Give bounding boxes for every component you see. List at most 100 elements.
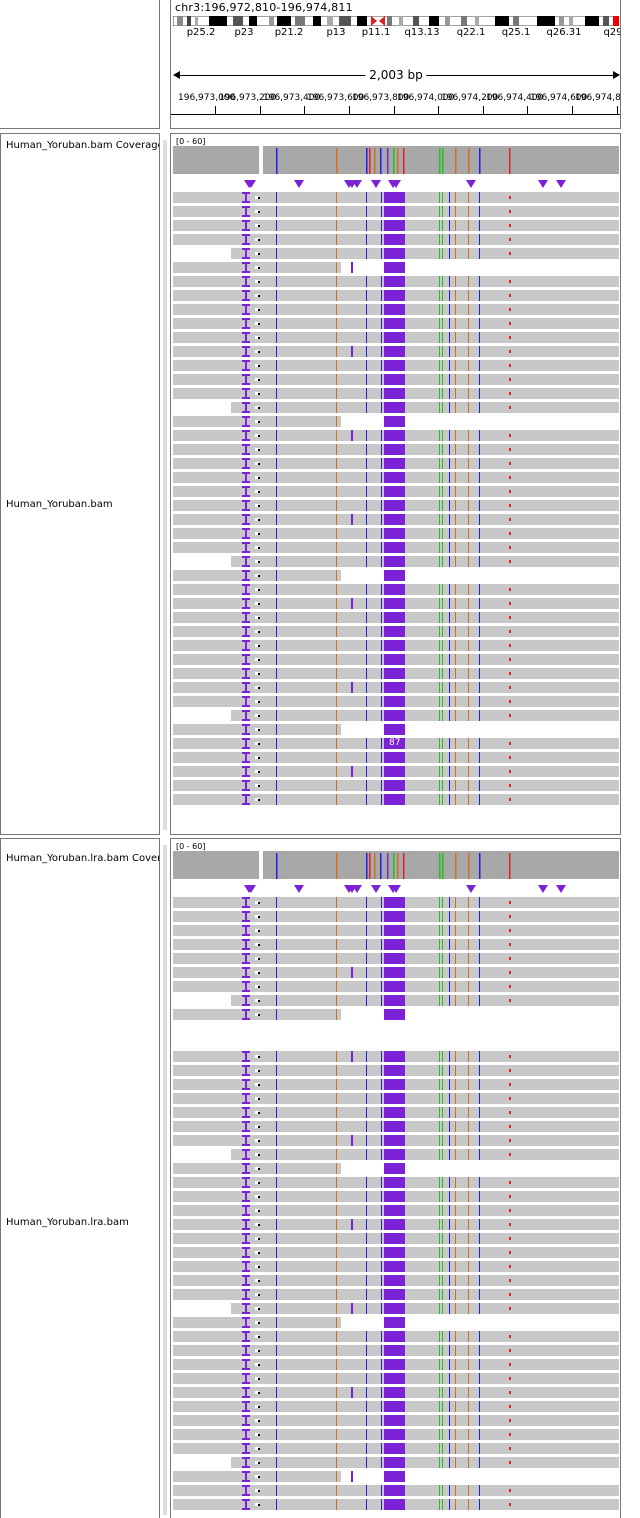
mismatch — [509, 1335, 511, 1338]
read — [231, 1303, 619, 1314]
scrollbar[interactable] — [163, 140, 167, 830]
alignment-panel-1[interactable]: [0 - 60] 87 — [170, 133, 621, 835]
alignment-track-name[interactable]: Human_Yoruban.bam — [6, 499, 113, 510]
deletion — [255, 1209, 259, 1212]
ruler-tick-label: 196,973,200 — [219, 93, 277, 103]
mismatch — [449, 654, 450, 665]
mismatch — [509, 1111, 511, 1114]
insertion-ibeam — [242, 724, 250, 726]
insertion-ibeam — [242, 542, 250, 544]
insertion-ibeam — [242, 1065, 250, 1067]
mismatch — [442, 710, 443, 721]
mismatch — [455, 486, 456, 497]
coverage-variant — [393, 148, 395, 174]
insertion-block — [384, 1191, 405, 1202]
insertion-block — [384, 1247, 405, 1258]
insertion-ibeam — [245, 1009, 247, 1020]
mismatch — [276, 1135, 277, 1146]
mismatch — [439, 500, 440, 511]
mismatch — [276, 939, 277, 950]
mismatch — [449, 626, 450, 637]
insertion-marker — [556, 885, 566, 893]
mismatch — [509, 252, 511, 255]
mismatch — [509, 644, 511, 647]
deletion — [255, 658, 259, 661]
mismatch — [336, 402, 337, 413]
mismatch — [449, 584, 450, 595]
mismatch — [276, 458, 277, 469]
cytoband-label: p13 — [326, 27, 346, 38]
alignment-canvas-2[interactable] — [171, 839, 620, 1518]
insertion-block — [384, 234, 405, 245]
deletion-dot — [258, 253, 260, 255]
insertion-ibeam — [242, 1438, 250, 1440]
mismatch — [479, 1093, 480, 1104]
coverage-track-name[interactable]: Human_Yoruban.bam Coverage — [6, 140, 160, 151]
mismatch — [479, 1443, 480, 1454]
mismatch — [276, 1177, 277, 1188]
insertion-marker — [466, 885, 476, 893]
mismatch — [455, 1373, 456, 1384]
mismatch — [276, 360, 277, 371]
mismatch — [449, 1275, 450, 1286]
insertion-ibeam — [351, 967, 353, 978]
insertion-ibeam — [242, 1303, 250, 1305]
mismatch — [442, 584, 443, 595]
insertion-ibeam — [242, 1009, 250, 1011]
coverage-track-name[interactable]: Human_Yoruban.lra.bam Coverage — [6, 853, 159, 864]
insertion-ibeam — [242, 1242, 250, 1244]
mismatch — [366, 1065, 367, 1076]
insertion-ibeam — [242, 341, 250, 343]
insertion-ibeam — [245, 556, 247, 567]
read — [231, 402, 619, 413]
mismatch — [366, 598, 367, 609]
mismatch — [336, 995, 337, 1006]
mismatch — [479, 458, 480, 469]
deletion — [255, 630, 259, 633]
mismatch — [468, 206, 469, 217]
deletion-dot — [258, 379, 260, 381]
deletion-dot — [258, 239, 260, 241]
mismatch — [449, 640, 450, 651]
mismatch — [449, 612, 450, 623]
mismatch — [479, 248, 480, 259]
mismatch — [439, 1247, 440, 1258]
insertion-ibeam — [245, 612, 247, 623]
mismatch — [276, 1261, 277, 1272]
mismatch — [449, 911, 450, 922]
mismatch — [366, 1233, 367, 1244]
mismatch — [468, 1359, 469, 1370]
deletion — [255, 1153, 259, 1156]
mismatch — [439, 1359, 440, 1370]
ruler-tick-label: 196,974,800 — [575, 93, 621, 103]
alignment-track-name[interactable]: Human_Yoruban.lra.bam — [6, 1217, 129, 1228]
insertion-ibeam — [242, 346, 250, 348]
mismatch — [468, 1485, 469, 1496]
insertion-ibeam — [351, 346, 353, 357]
insertion-ibeam — [242, 304, 250, 306]
coverage-variant — [442, 853, 444, 879]
insertion-block — [384, 724, 405, 735]
coverage-range-label: [0 - 60] — [176, 137, 206, 146]
scrollbar[interactable] — [163, 845, 167, 1515]
mismatch — [479, 402, 480, 413]
mismatch — [455, 276, 456, 287]
insertion-ibeam — [242, 397, 250, 399]
mismatch — [442, 514, 443, 525]
deletion — [255, 210, 259, 213]
coverage-variant — [366, 853, 368, 879]
chromosome-ideogram[interactable] — [173, 16, 619, 26]
mismatch — [468, 1093, 469, 1104]
insertion-block — [384, 612, 405, 623]
alignment-panel-2[interactable]: [0 - 60] — [170, 838, 621, 1518]
mismatch — [455, 1499, 456, 1510]
alignment-canvas-1[interactable] — [171, 134, 620, 834]
mismatch — [468, 1331, 469, 1342]
insertion-block — [384, 1303, 405, 1314]
mismatch — [366, 234, 367, 245]
mismatch — [468, 1191, 469, 1202]
mismatch — [455, 1443, 456, 1454]
mismatch — [449, 1429, 450, 1440]
mismatch — [442, 1261, 443, 1272]
ruler-tick — [527, 106, 528, 114]
